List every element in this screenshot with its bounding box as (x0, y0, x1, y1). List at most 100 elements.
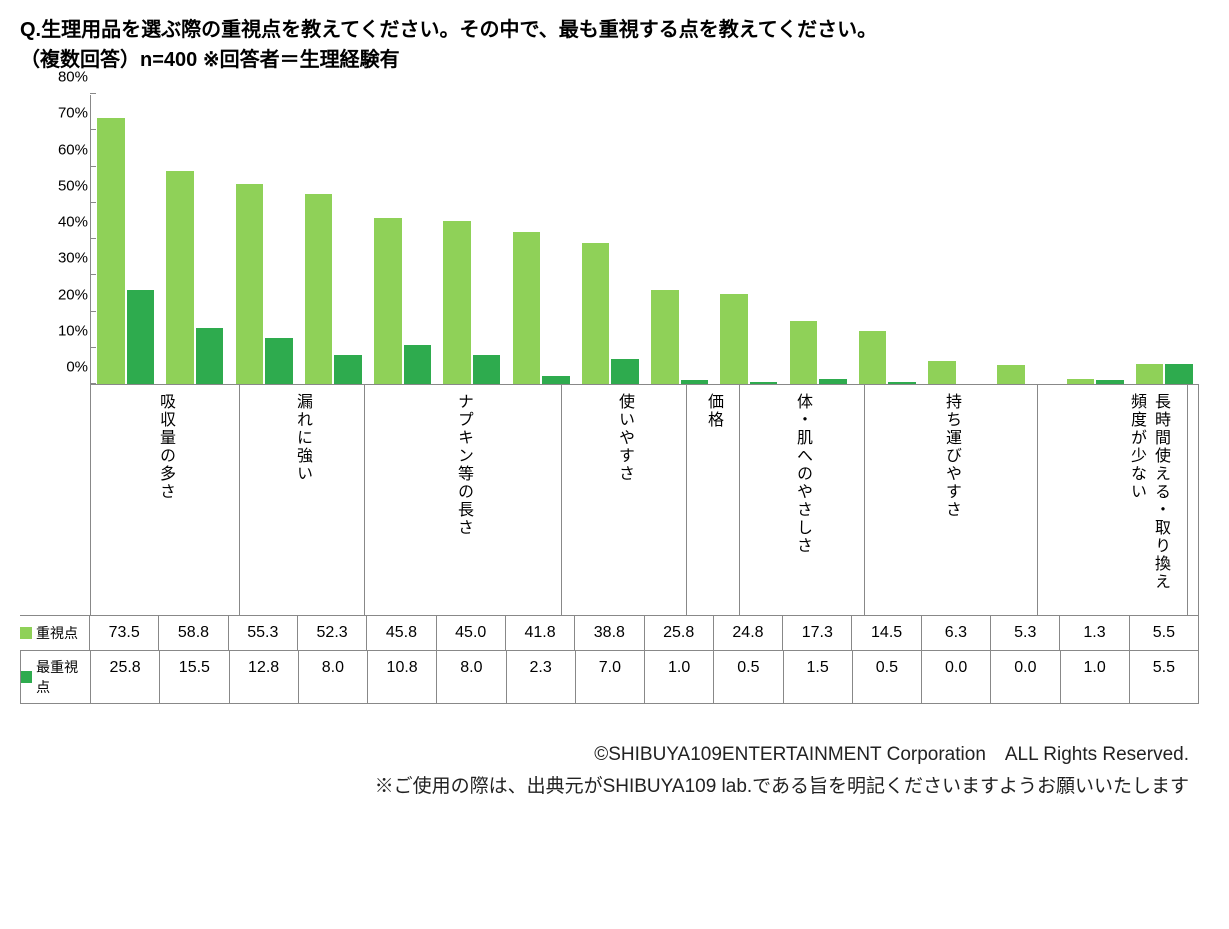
bar-group (714, 95, 783, 384)
bar (582, 243, 609, 384)
bar (542, 376, 569, 384)
bar (443, 221, 470, 384)
chart-footer: ©SHIBUYA109ENTERTAINMENT Corporation ALL… (20, 739, 1209, 804)
bar (97, 118, 124, 384)
y-tick-label: 30% (58, 250, 88, 267)
bar (1165, 364, 1192, 384)
y-tick-label: 0% (66, 359, 88, 376)
bar-group (1130, 95, 1199, 384)
bar (374, 218, 401, 384)
data-cell: 17.3 (783, 616, 852, 650)
title-line-2: （複数回答）n=400 ※回答者＝生理経験有 (20, 45, 1209, 75)
y-tick-label: 50% (58, 177, 88, 194)
data-cell: 45.0 (437, 616, 506, 650)
series-name: 重視点 (36, 623, 78, 643)
data-cell: 5.5 (1130, 651, 1198, 703)
bar (720, 294, 747, 384)
legend-swatch-icon (21, 671, 32, 683)
data-table-row: 最重視点25.815.512.88.010.88.02.37.01.00.51.… (20, 651, 1199, 704)
bar (404, 345, 431, 384)
data-cell: 8.0 (299, 651, 368, 703)
data-cell: 10.8 (368, 651, 437, 703)
data-cell: 45.8 (367, 616, 436, 650)
data-cell: 6.3 (922, 616, 991, 650)
y-tick-label: 60% (58, 141, 88, 158)
bar-group (299, 95, 368, 384)
category-label: 長時間使える・取り換え頻度が少ない (1038, 385, 1229, 615)
bar (790, 321, 817, 384)
data-cell: 0.5 (714, 651, 783, 703)
data-cell: 12.8 (230, 651, 299, 703)
bar-group (853, 95, 922, 384)
bar-group (160, 95, 229, 384)
data-cell: 58.8 (159, 616, 228, 650)
bar-group (645, 95, 714, 384)
copyright-line: ©SHIBUYA109ENTERTAINMENT Corporation ALL… (20, 739, 1189, 771)
bar (334, 355, 361, 384)
data-table-row: 重視点73.558.855.352.345.845.041.838.825.82… (20, 616, 1199, 651)
y-tick-label: 20% (58, 286, 88, 303)
attribution-line: ※ご使用の際は、出典元がSHIBUYA109 lab.である旨を明記くださいます… (20, 771, 1189, 803)
bar-group (1061, 95, 1130, 384)
bar (750, 382, 777, 384)
category-labels-row: 吸収量の多さ漏れに強いナプキン等の長さ使いやすさ価格体・肌へのやさしさ持ち運びや… (90, 385, 1188, 615)
data-cell: 52.3 (298, 616, 367, 650)
bar-group (91, 95, 160, 384)
data-cell: 14.5 (852, 616, 921, 650)
category-label: ナプキン等の長さ (365, 385, 562, 615)
bar (473, 355, 500, 384)
plot (90, 95, 1199, 384)
data-cell: 55.3 (229, 616, 298, 650)
bar (997, 365, 1024, 384)
bar (305, 194, 332, 384)
data-cell: 24.8 (714, 616, 783, 650)
series-legend-label: 最重視点 (21, 651, 91, 703)
data-cell: 1.0 (645, 651, 714, 703)
y-axis: 0%10%20%30%40%50%60%70%80% (40, 95, 88, 384)
data-cell: 7.0 (576, 651, 645, 703)
bar-group (507, 95, 576, 384)
category-label: 価格 (687, 385, 740, 615)
bar (265, 338, 292, 384)
data-cell: 2.3 (507, 651, 576, 703)
series-legend-label: 重視点 (20, 616, 90, 650)
y-tick-label: 40% (58, 214, 88, 231)
bar-group (784, 95, 853, 384)
bar-group (368, 95, 437, 384)
category-label: 持ち運びやすさ (865, 385, 1038, 615)
data-cell: 0.0 (922, 651, 991, 703)
data-cell: 0.0 (991, 651, 1060, 703)
bar-group (576, 95, 645, 384)
bar-group (230, 95, 299, 384)
y-tick-label: 80% (58, 69, 88, 86)
category-label: 使いやすさ (562, 385, 687, 615)
data-cell: 1.0 (1061, 651, 1130, 703)
bar (196, 328, 223, 384)
series-name: 最重視点 (36, 657, 88, 697)
data-cell: 73.5 (90, 616, 159, 650)
category-label: 吸収量の多さ (91, 385, 240, 615)
bar (1096, 380, 1123, 384)
chart-title-block: Q.生理用品を選ぶ際の重視点を教えてください。その中で、最も重視する点を教えてく… (20, 15, 1209, 75)
bar (1067, 379, 1094, 384)
bar (928, 361, 955, 384)
bar (819, 379, 846, 384)
bar-group (922, 95, 991, 384)
bar (611, 359, 638, 384)
bar (513, 232, 540, 384)
data-cell: 38.8 (575, 616, 644, 650)
bar-group (437, 95, 506, 384)
category-label: 体・肌へのやさしさ (740, 385, 865, 615)
bar (859, 331, 886, 384)
bar (1136, 364, 1163, 384)
data-cell: 1.3 (1060, 616, 1129, 650)
legend-swatch-icon (20, 627, 32, 639)
title-line-1: Q.生理用品を選ぶ際の重視点を教えてください。その中で、最も重視する点を教えてく… (20, 15, 1209, 45)
data-cell: 25.8 (645, 616, 714, 650)
bar (681, 380, 708, 384)
data-cell: 25.8 (91, 651, 160, 703)
bar (651, 290, 678, 384)
data-cell: 15.5 (160, 651, 229, 703)
y-tick-label: 70% (58, 105, 88, 122)
bar (166, 171, 193, 384)
